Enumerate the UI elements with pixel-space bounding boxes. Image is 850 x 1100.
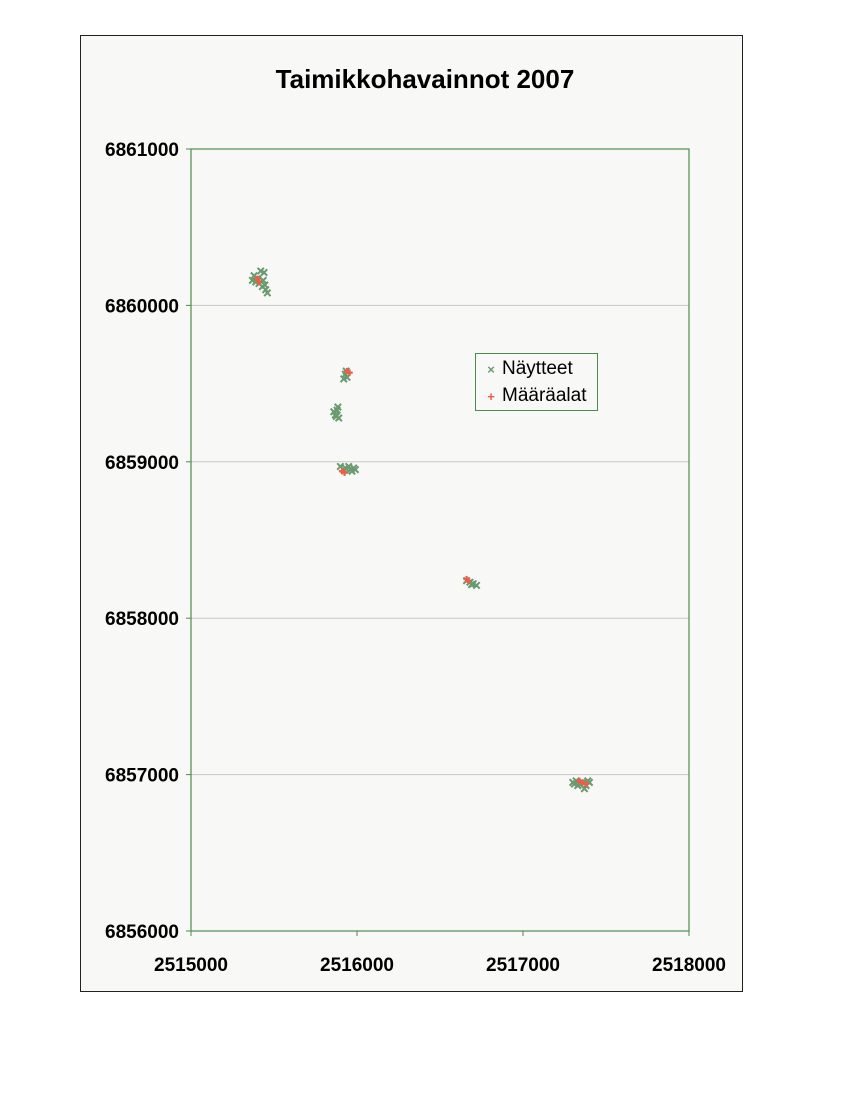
legend: × Näytteet + Määräalat bbox=[475, 353, 598, 411]
parcel-point bbox=[341, 469, 348, 476]
legend-label: Näytteet bbox=[502, 358, 573, 379]
y-tick-label: 6857000 bbox=[105, 766, 179, 787]
legend-marker-plus: + bbox=[487, 389, 495, 404]
sample-point bbox=[260, 268, 268, 277]
plot-area bbox=[190, 148, 690, 932]
y-tick-label: 6856000 bbox=[105, 922, 179, 943]
y-tick-label: 6861000 bbox=[105, 140, 179, 161]
legend-label: Määräalat bbox=[502, 385, 587, 406]
parcel-point bbox=[582, 780, 590, 788]
axis-ticks: 6861000 6860000 6859000 6858000 6857000 68560… bbox=[105, 140, 726, 976]
parcel-point bbox=[255, 278, 263, 286]
y-tick-label: 6858000 bbox=[105, 609, 179, 630]
parcel-point bbox=[465, 577, 472, 584]
data-points bbox=[248, 267, 594, 793]
parcel-point bbox=[576, 777, 583, 785]
y-tick-label: 6859000 bbox=[105, 453, 179, 474]
chart-title: Taimikkohavainnot 2007 bbox=[275, 64, 575, 94]
x-tick-label: 2516000 bbox=[320, 955, 394, 976]
y-tick-label: 6860000 bbox=[105, 296, 179, 317]
sample-point bbox=[334, 403, 342, 411]
legend-marker-x: × bbox=[487, 362, 495, 377]
sample-point bbox=[467, 580, 476, 589]
x-tick-label: 2518000 bbox=[652, 955, 726, 976]
sample-point bbox=[263, 288, 272, 297]
legend-item-maaraalat: + Määräalat bbox=[484, 384, 587, 408]
grid-lines bbox=[191, 304, 689, 776]
parcel-point bbox=[579, 779, 586, 786]
sample-point bbox=[260, 281, 269, 289]
legend-item-naytteet: × Näytteet bbox=[484, 357, 573, 381]
x-tick-label: 2517000 bbox=[486, 955, 560, 976]
sample-point bbox=[339, 375, 348, 383]
x-tick-label: 2515000 bbox=[154, 955, 228, 976]
parcel-point bbox=[346, 369, 353, 376]
sample-point bbox=[332, 412, 341, 421]
sample-point bbox=[348, 467, 356, 476]
